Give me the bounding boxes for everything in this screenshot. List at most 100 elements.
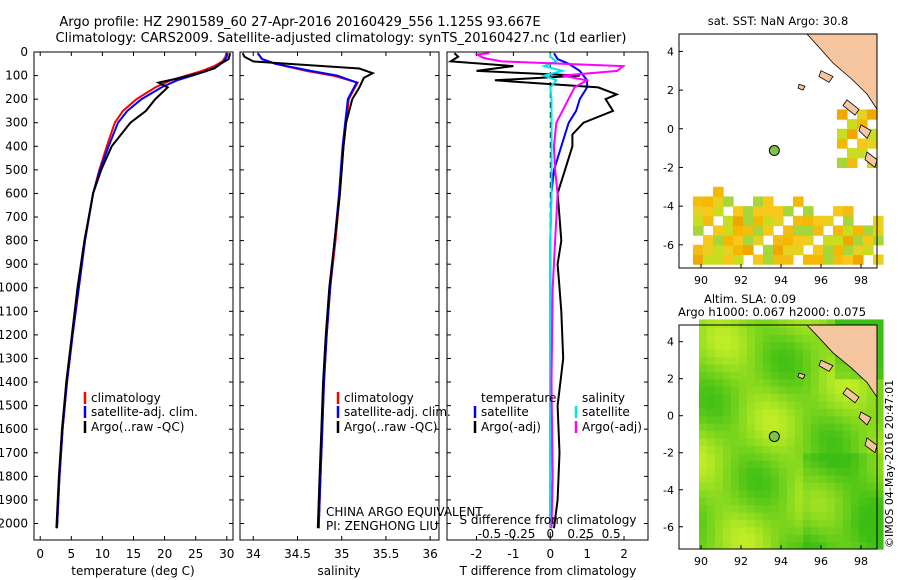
sst-cell — [723, 254, 734, 265]
salinity-panel: 34 34.5 35 35.5 36 salinity climatology sate… — [239, 51, 483, 578]
sst-cell — [753, 225, 764, 236]
lon-tick-label: 94 — [774, 274, 788, 287]
lat-tick-label: -4 — [663, 200, 674, 213]
sla-cell — [795, 415, 804, 424]
sla-cell — [763, 519, 772, 528]
sla-cell — [803, 341, 812, 350]
sla-cell — [739, 386, 748, 395]
sla-cell — [819, 386, 828, 395]
sla-cell — [707, 504, 716, 513]
salinity-xlabel: salinity — [317, 564, 360, 578]
sla-cell — [787, 319, 796, 328]
sla-cell — [779, 356, 788, 365]
y-tick-label: 1100 — [0, 304, 28, 318]
lat-tick-label: -2 — [663, 161, 674, 174]
sla-cell — [787, 452, 796, 461]
sla-cell — [835, 504, 844, 513]
sla-cell — [811, 415, 820, 424]
sla-cell — [723, 349, 732, 358]
land-island — [818, 70, 834, 83]
sla-cell — [811, 349, 820, 358]
sla-cell — [747, 519, 756, 528]
sla-cell — [835, 489, 844, 498]
sla-cell — [819, 489, 828, 498]
sst-cell — [783, 244, 794, 256]
land-island — [858, 124, 872, 140]
sla-cell — [843, 489, 852, 498]
sla-cell — [811, 386, 820, 395]
sla-cell — [699, 482, 708, 491]
land-island — [864, 437, 878, 454]
x-tick-label: 0 — [36, 547, 44, 561]
sst-cell — [857, 109, 868, 120]
sla-cell — [771, 460, 780, 469]
s-tick-label: -0.5 — [478, 527, 501, 541]
salinity-legend: climatology satellite-adj. clim. Argo(..… — [336, 391, 451, 434]
sla-cell — [699, 363, 708, 372]
sla-cell — [731, 489, 740, 498]
sla-cell — [819, 511, 828, 520]
sla-cell — [731, 445, 740, 454]
sla-cell — [771, 541, 780, 550]
series-satellite-adj-clim- — [56, 53, 229, 529]
sla-cell — [811, 526, 820, 535]
sla-cell — [843, 378, 852, 387]
legend-salinity: salinity — [582, 391, 625, 405]
sst-cell — [763, 225, 774, 236]
sla-cell — [859, 534, 868, 543]
sla-cell — [779, 386, 788, 395]
sla-cell — [731, 460, 740, 469]
sla-cell — [851, 408, 860, 417]
sla-cell — [723, 497, 732, 506]
sla-cell — [699, 497, 708, 506]
sla-cell — [779, 504, 788, 513]
sla-cell — [747, 378, 756, 387]
sst-cell — [773, 206, 784, 217]
land-island — [797, 372, 806, 380]
sst-cell — [693, 196, 704, 207]
sla-cell — [787, 541, 796, 550]
sla-cell — [843, 371, 852, 380]
sla-cell — [843, 460, 852, 469]
sla-cell — [763, 541, 772, 550]
sla-cell — [755, 393, 764, 402]
sla-cell — [731, 408, 740, 417]
sla-cell — [875, 460, 884, 469]
sla-cell — [779, 341, 788, 350]
sst-cell — [857, 138, 868, 149]
sla-cell — [747, 363, 756, 372]
sla-cell — [699, 430, 708, 439]
sst-cell — [847, 119, 858, 130]
sla-cell — [843, 445, 852, 454]
lon-tick-label: 98 — [854, 555, 868, 568]
sst-cell — [723, 244, 734, 256]
sla-cell — [795, 393, 804, 402]
y-tick-label: 700 — [5, 210, 28, 224]
sla-cell — [779, 378, 788, 387]
sla-cell — [867, 386, 876, 395]
sla-cell — [827, 386, 836, 395]
sst-cell — [743, 206, 754, 217]
y-tick-label: 1000 — [0, 281, 28, 295]
sst-cell — [733, 215, 744, 227]
sla-cell — [819, 445, 828, 454]
sla-cell — [747, 467, 756, 476]
sla-cell — [771, 445, 780, 454]
sla-cell — [699, 504, 708, 513]
sla-cell — [747, 511, 756, 520]
sst-cell — [873, 235, 884, 246]
difference-axes-frame — [446, 51, 649, 541]
sla-cell — [851, 430, 860, 439]
sla-cell — [859, 474, 868, 483]
sla-cell — [747, 504, 756, 513]
sla-cell — [803, 541, 812, 550]
sla-cell — [699, 326, 708, 335]
y-tick-label: 1300 — [0, 351, 28, 365]
sla-cell — [803, 519, 812, 528]
sla-cell — [859, 541, 868, 550]
sla-cell — [851, 534, 860, 543]
sla-cell — [859, 319, 868, 328]
sla-cell — [715, 326, 724, 335]
sla-cell — [707, 541, 716, 550]
